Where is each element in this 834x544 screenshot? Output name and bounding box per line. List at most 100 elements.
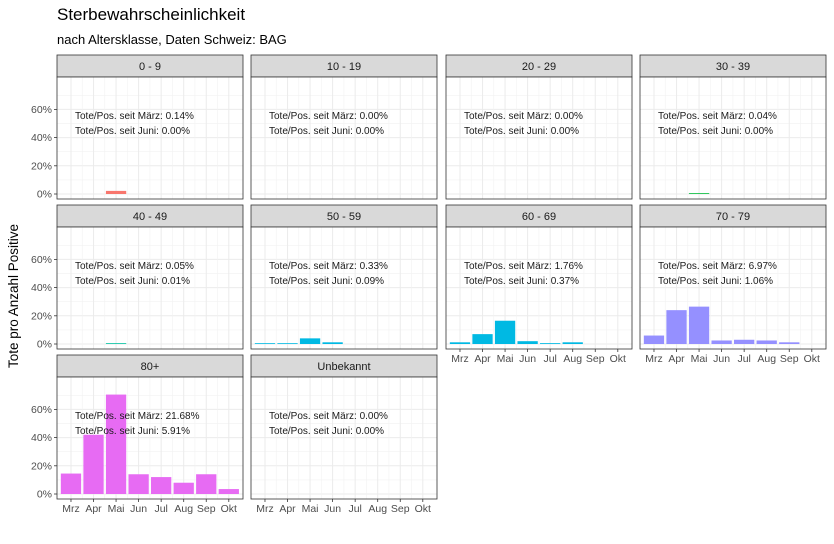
bar <box>254 343 276 344</box>
facet-panels: 0 - 9 Tote/Pos. seit März: 0.14% Tote/Pos.… <box>31 54 827 515</box>
annotation-since-march: Tote/Pos. seit März: 0.00% <box>464 111 583 122</box>
y-tick-label: 40% <box>31 132 52 144</box>
bar <box>540 343 561 344</box>
chart-subtitle: nach Altersklasse, Daten Schweiz: BAG <box>57 32 287 47</box>
panel-10-19: 10 - 19 Tote/Pos. seit März: 0.00% Tote/Po… <box>250 54 438 200</box>
panel-border <box>445 226 633 350</box>
y-tick-label: 60% <box>31 104 52 116</box>
x-tick-label: Jun <box>519 353 536 365</box>
bar <box>83 434 104 494</box>
x-tick-label: Sep <box>391 503 410 515</box>
facet-label: 80+ <box>141 361 160 373</box>
bar <box>105 343 127 344</box>
panel-border <box>250 76 438 200</box>
bar <box>517 341 538 344</box>
x-tick-label: Jun <box>324 503 341 515</box>
bar <box>779 342 800 344</box>
annotation-since-june: Tote/Pos. seit Juni: 0.01% <box>75 276 190 287</box>
annotation-since-june: Tote/Pos. seit Juni: 5.91% <box>75 426 190 437</box>
panel-60-69: 60 - 69 Tote/Pos. seit März: 1.76% Tote/Po… <box>445 204 633 365</box>
bar <box>60 473 82 494</box>
annotation-since-june: Tote/Pos. seit Juni: 0.00% <box>75 126 190 137</box>
bar <box>494 320 516 344</box>
panel-border <box>56 376 244 500</box>
annotation-since-june: Tote/Pos. seit Juni: 0.00% <box>464 126 579 137</box>
annotation-since-june: Tote/Pos. seit Juni: 1.06% <box>658 276 773 287</box>
annotation-since-march: Tote/Pos. seit März: 1.76% <box>464 261 583 272</box>
y-tick-label: 60% <box>31 404 52 416</box>
x-tick-label: Apr <box>668 353 685 365</box>
panel-border <box>56 226 244 350</box>
panel-border <box>445 76 633 200</box>
x-tick-label: Okt <box>415 503 431 515</box>
annotation-since-june: Tote/Pos. seit Juni: 0.00% <box>658 126 773 137</box>
facet-label: 40 - 49 <box>133 211 167 223</box>
panel-border <box>639 226 827 350</box>
facet-label: 70 - 79 <box>716 211 750 223</box>
bar <box>322 342 343 344</box>
panel-70-79: 70 - 79 Tote/Pos. seit März: 6.97% Tote/Po… <box>639 204 827 365</box>
bar <box>472 334 493 344</box>
x-tick-label: Apr <box>85 503 102 515</box>
panel-border <box>639 76 827 200</box>
bar <box>299 338 321 344</box>
x-tick-label: Mrz <box>451 353 469 365</box>
panel-50-59: 50 - 59 Tote/Pos. seit März: 0.33% Tote/Po… <box>250 204 438 350</box>
annotation-since-june: Tote/Pos. seit Juni: 0.00% <box>269 426 384 437</box>
bar <box>277 343 298 344</box>
bar <box>688 193 710 194</box>
x-tick-label: Jul <box>154 503 167 515</box>
x-tick-label: Mai <box>302 503 319 515</box>
panel-40-49: 40 - 49 Tote/Pos. seit März: 0.05% Tote/Po… <box>31 204 244 351</box>
bar <box>128 474 149 494</box>
x-tick-label: Sep <box>197 503 216 515</box>
bar <box>734 339 755 344</box>
annotation-since-march: Tote/Pos. seit März: 6.97% <box>658 261 777 272</box>
facet-label: 0 - 9 <box>139 61 161 73</box>
y-tick-label: 60% <box>31 254 52 266</box>
bar <box>643 335 665 344</box>
y-tick-label: 0% <box>37 489 52 501</box>
x-tick-label: Aug <box>174 503 193 515</box>
annotation-since-march: Tote/Pos. seit März: 0.33% <box>269 261 388 272</box>
y-axis-label: Tote pro Anzahl Positive <box>6 224 21 368</box>
y-tick-label: 40% <box>31 282 52 294</box>
x-tick-label: Jun <box>713 353 730 365</box>
annotation-since-march: Tote/Pos. seit März: 21.68% <box>75 411 200 422</box>
x-tick-label: Mai <box>108 503 125 515</box>
x-tick-label: Jul <box>543 353 556 365</box>
facet-label: 30 - 39 <box>716 61 750 73</box>
panel-0-9: 0 - 9 Tote/Pos. seit März: 0.14% Tote/Pos.… <box>31 54 244 201</box>
x-tick-label: Sep <box>586 353 605 365</box>
x-tick-label: Mai <box>691 353 708 365</box>
x-tick-label: Okt <box>804 353 820 365</box>
panel-border <box>56 76 244 200</box>
x-tick-label: Okt <box>610 353 626 365</box>
y-tick-label: 20% <box>31 310 52 322</box>
annotation-since-june: Tote/Pos. seit Juni: 0.00% <box>269 126 384 137</box>
bar <box>562 342 583 344</box>
y-tick-label: 0% <box>37 339 52 351</box>
annotation-since-june: Tote/Pos. seit Juni: 0.37% <box>464 276 579 287</box>
facet-label: 60 - 69 <box>522 211 556 223</box>
bar <box>711 340 732 344</box>
bar <box>173 482 194 494</box>
facet-label: 50 - 59 <box>327 211 361 223</box>
bar <box>666 310 687 344</box>
bar <box>105 190 127 194</box>
y-tick-label: 20% <box>31 460 52 472</box>
x-tick-label: Sep <box>780 353 799 365</box>
panel-border <box>250 376 438 500</box>
x-tick-label: Aug <box>368 503 387 515</box>
bar <box>151 477 172 494</box>
panel-30-39: 30 - 39 Tote/Pos. seit März: 0.04% Tote/Po… <box>639 54 827 200</box>
panel-20-29: 20 - 29 Tote/Pos. seit März: 0.00% Tote/Po… <box>445 54 633 200</box>
annotation-since-march: Tote/Pos. seit März: 0.05% <box>75 261 194 272</box>
y-tick-label: 0% <box>37 189 52 201</box>
x-tick-label: Mai <box>497 353 514 365</box>
x-tick-label: Apr <box>279 503 296 515</box>
bar <box>688 306 710 344</box>
panel-border <box>250 226 438 350</box>
facet-label: 20 - 29 <box>522 61 556 73</box>
